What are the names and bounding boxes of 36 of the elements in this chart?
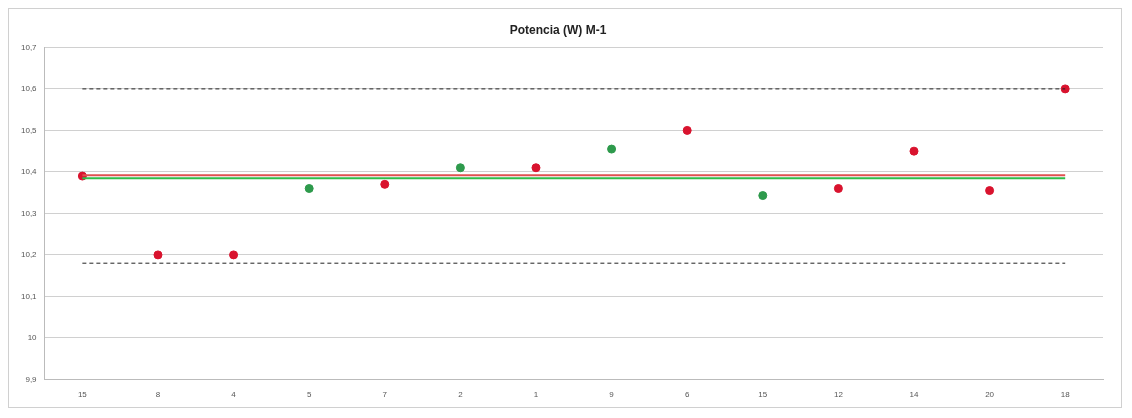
point	[531, 163, 541, 173]
x-tick-label: 6	[684, 390, 690, 400]
x-tick-label: 9	[609, 390, 615, 400]
point	[304, 184, 314, 193]
y-tick-label: 10	[27, 333, 38, 343]
y-tick-label: 10,7	[20, 42, 38, 52]
y-tick-label: 9,9	[25, 374, 38, 384]
x-tick-label: 1	[533, 390, 539, 400]
x-tick-label: 4	[231, 390, 237, 400]
point	[607, 144, 617, 154]
x-tick-label: 18	[1060, 390, 1071, 400]
x-tick-label: 12	[833, 390, 844, 400]
y-tick-label: 10,1	[20, 291, 38, 301]
point	[985, 186, 995, 196]
x-tick-label: 20	[985, 390, 995, 400]
y-tick-label: 10,3	[20, 208, 38, 218]
x-tick-label: 15	[77, 390, 88, 400]
x-tick-label: 5	[306, 390, 312, 400]
x-tick-label: 14	[909, 390, 919, 400]
point	[455, 163, 465, 173]
point	[758, 191, 768, 201]
x-tick-label: 15	[758, 390, 768, 400]
point	[153, 250, 163, 260]
point	[682, 125, 692, 135]
point	[833, 184, 843, 193]
chart-title: Potencia (W) M-1	[509, 22, 607, 37]
point	[229, 250, 239, 260]
y-tick-label: 10,6	[20, 84, 38, 94]
x-tick-label: 7	[382, 390, 388, 400]
y-tick-label: 10,5	[20, 125, 38, 135]
point	[380, 179, 390, 189]
x-tick-label: 8	[155, 390, 161, 400]
point	[909, 146, 919, 156]
y-tick-label: 10,4	[20, 167, 38, 177]
y-tick-label: 10,2	[20, 250, 38, 260]
x-tick-label: 2	[458, 390, 464, 400]
